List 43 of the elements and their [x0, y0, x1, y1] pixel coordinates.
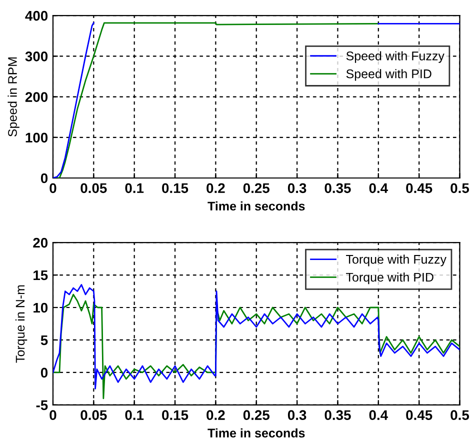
- y-tick-label: 200: [25, 92, 48, 102]
- x-tick-label: 0.25: [243, 183, 270, 194]
- legend-label: Torque with Fuzzy: [346, 254, 446, 266]
- x-tick-label: 0.4: [369, 183, 388, 194]
- y-tick-label: 20: [33, 238, 48, 248]
- legend-label: Speed with Fuzzy: [346, 51, 444, 63]
- y-tick-label: 0: [40, 173, 48, 184]
- x-tick-label: 0.2: [206, 183, 225, 194]
- x-tick-label: 0.15: [162, 183, 188, 194]
- x-tick-label: 0.25: [243, 410, 270, 420]
- x-tick-label: 0.45: [406, 410, 432, 420]
- x-axis-title: Time in seconds: [208, 201, 305, 211]
- y-tick-label: 5: [40, 335, 48, 346]
- x-tick-label: 0.45: [406, 183, 432, 194]
- y-tick-label: -5: [36, 400, 48, 410]
- x-axis-title: Time in seconds: [208, 428, 305, 438]
- y-axis-title: Torque in N-m: [15, 285, 28, 363]
- y-tick-label: 300: [25, 52, 48, 62]
- y-tick-label: 10: [34, 302, 48, 313]
- line-series: [52, 284, 460, 390]
- x-tick-label: 0: [50, 410, 56, 420]
- legend-label: Speed with PID: [346, 69, 432, 81]
- x-tick-label: 0.3: [288, 410, 306, 420]
- x-tick-label: 0.1: [125, 410, 144, 420]
- y-axis-title: Speed in RPM: [8, 58, 20, 137]
- x-tick-label: 0.1: [125, 183, 144, 194]
- x-tick-label: 0.05: [80, 183, 107, 194]
- legend-label: Torque with PID: [346, 272, 434, 284]
- x-tick-label: 0.5: [450, 183, 470, 194]
- x-tick-label: 0.2: [206, 410, 225, 420]
- y-tick-label: 400: [25, 10, 48, 21]
- x-tick-label: 0: [50, 183, 56, 194]
- y-tick-label: 15: [34, 270, 48, 280]
- x-tick-label: 0.5: [450, 410, 470, 420]
- line-series: [52, 294, 460, 400]
- x-tick-label: 0.4: [369, 410, 388, 420]
- y-tick-label: 100: [26, 132, 48, 143]
- y-tick-label: 0: [40, 368, 48, 378]
- x-tick-label: 0.35: [324, 183, 351, 194]
- x-tick-label: 0.15: [162, 410, 188, 420]
- x-tick-label: 0.3: [288, 183, 306, 194]
- x-tick-label: 0.05: [80, 410, 107, 420]
- x-tick-label: 0.35: [324, 410, 351, 420]
